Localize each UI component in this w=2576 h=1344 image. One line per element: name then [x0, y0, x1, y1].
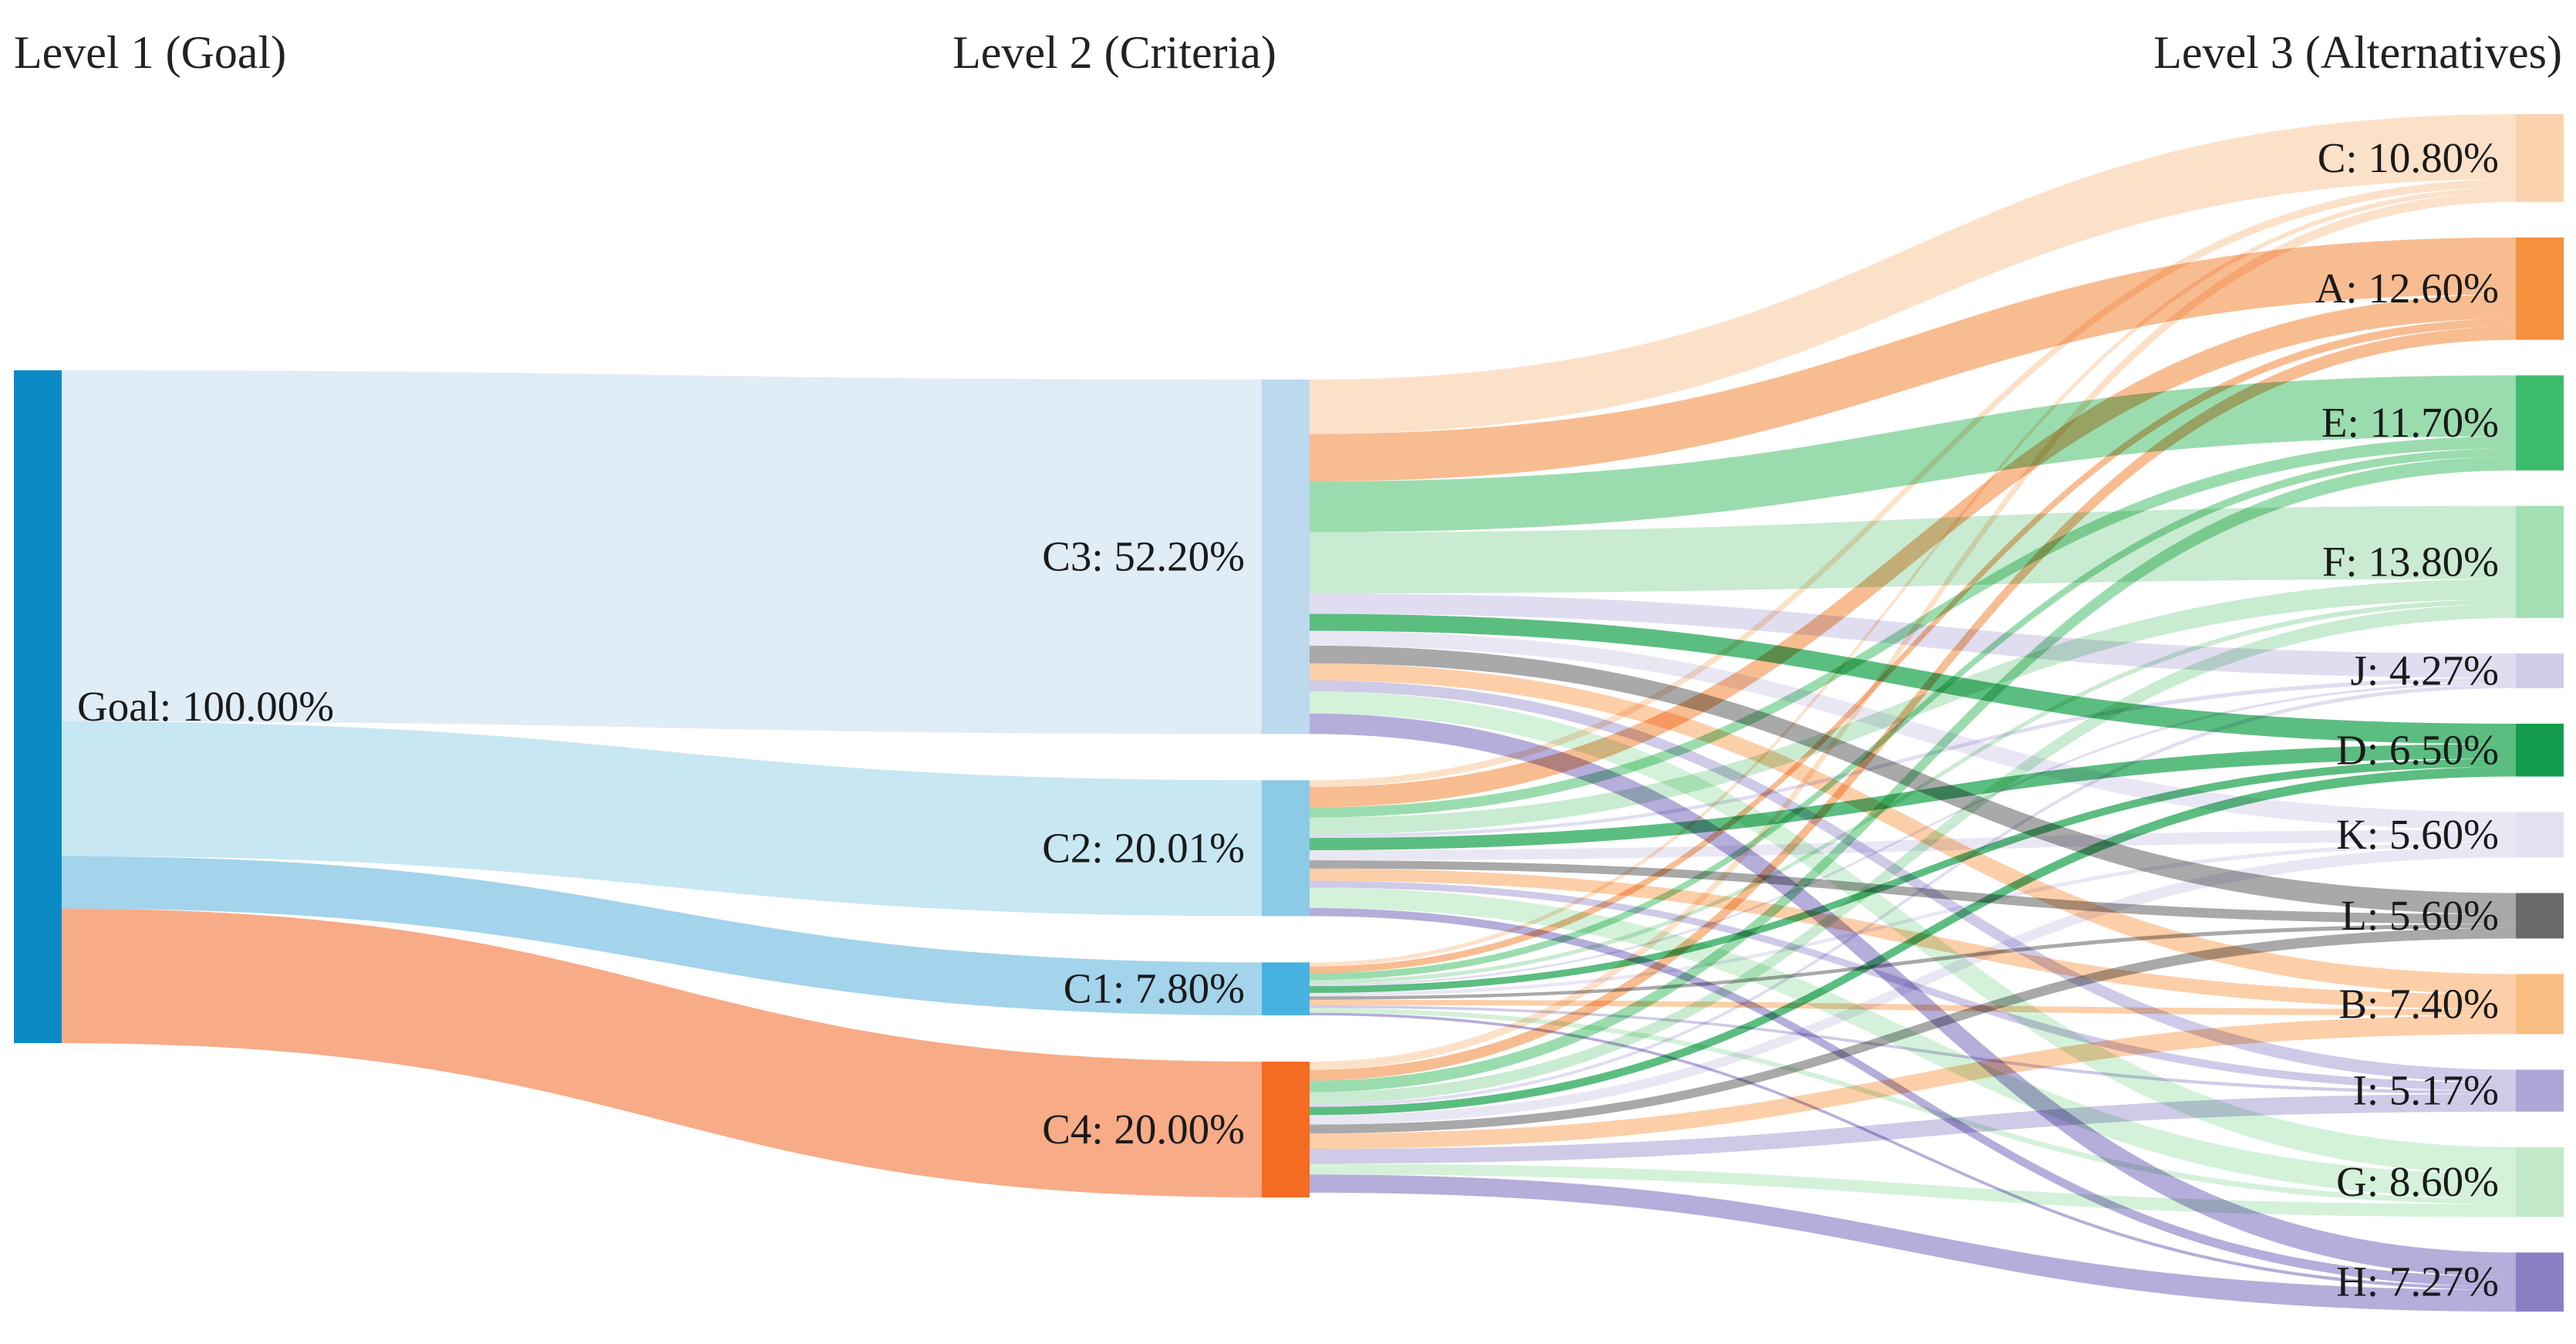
- node-label-C: C: 10.80%: [2318, 134, 2499, 181]
- node-K: [2516, 812, 2564, 858]
- node-D: [2516, 724, 2564, 777]
- link-C2-D: [1310, 744, 2516, 850]
- link-C3-I: [1310, 680, 2516, 1083]
- node-label-C3: C3: 52.20%: [1042, 533, 1245, 580]
- link-C1-D: [1310, 758, 2516, 993]
- node-label-K: K: 5.60%: [2336, 811, 2499, 858]
- link-C4-L: [1310, 927, 2516, 1134]
- link-C2-G: [1310, 887, 2516, 1199]
- link-Goal-C4: [62, 908, 1262, 1197]
- link-C1-F: [1310, 599, 2516, 984]
- sankey-labels: Goal: 100.00% C3: 52.20% C2: 20.01% C1: 7.8…: [77, 134, 2499, 1305]
- node-C3: [1262, 380, 1310, 734]
- link-C2-L: [1310, 860, 2516, 924]
- link-C2-C: [1310, 179, 2516, 788]
- node-F: [2516, 505, 2564, 619]
- link-C1-K: [1310, 842, 2516, 997]
- link-C4-A: [1310, 326, 2516, 1081]
- node-label-G: G: 8.60%: [2336, 1158, 2499, 1205]
- node-C1: [1262, 962, 1310, 1016]
- node-B: [2516, 974, 2564, 1035]
- node-E: [2516, 375, 2564, 471]
- link-C3-H: [1310, 713, 2516, 1278]
- node-label-C2: C2: 20.01%: [1042, 824, 1245, 871]
- node-A: [2516, 237, 2564, 340]
- node-L: [2516, 893, 2564, 939]
- sankey-nodes: [14, 114, 2564, 1312]
- node-label-L: L: 5.60%: [2341, 892, 2499, 939]
- link-C4-G: [1310, 1163, 2516, 1217]
- level-1-title: Level 1 (Goal): [14, 27, 286, 78]
- link-C4-F: [1310, 604, 2516, 1104]
- link-C3-D: [1310, 613, 2516, 745]
- link-C1-B: [1310, 999, 2516, 1016]
- node-G: [2516, 1146, 2564, 1217]
- link-C4-K: [1310, 846, 2516, 1125]
- link-Goal-C3: [62, 370, 1262, 734]
- link-C1-A: [1310, 319, 2516, 974]
- link-C4-C: [1310, 192, 2516, 1070]
- link-C1-L: [1310, 924, 2516, 1000]
- node-label-J: J: 4.27%: [2351, 647, 2500, 694]
- link-C2-H: [1310, 907, 2516, 1287]
- node-I: [2516, 1069, 2564, 1112]
- link-C4-H: [1310, 1174, 2516, 1312]
- node-label-I: I: 5.17%: [2353, 1067, 2499, 1114]
- link-Goal-C1: [62, 856, 1262, 1016]
- node-label-Goal: Goal: 100.00%: [77, 683, 334, 730]
- node-label-C4: C4: 20.00%: [1042, 1106, 1245, 1153]
- node-label-F: F: 13.80%: [2322, 538, 2499, 585]
- link-C1-E: [1310, 448, 2516, 981]
- node-label-D: D: 6.50%: [2336, 726, 2499, 773]
- node-J: [2516, 653, 2564, 689]
- link-C4-E: [1310, 456, 2516, 1092]
- link-C4-I: [1310, 1093, 2516, 1164]
- node-label-B: B: 7.40%: [2338, 980, 2499, 1027]
- node-label-H: H: 7.27%: [2336, 1258, 2499, 1305]
- link-C3-A: [1310, 237, 2516, 481]
- node-Goal: [14, 370, 62, 1043]
- link-C1-I: [1310, 1005, 2516, 1094]
- node-C4: [1262, 1062, 1310, 1197]
- link-C2-K: [1310, 829, 2516, 861]
- link-C2-J: [1310, 677, 2516, 839]
- level-3-title: Level 3 (Alternatives): [2153, 27, 2562, 78]
- link-C2-A: [1310, 294, 2516, 808]
- link-C1-G: [1310, 1008, 2516, 1204]
- link-C1-J: [1310, 681, 2516, 987]
- link-C1-C: [1310, 187, 2516, 967]
- node-label-E: E: 11.70%: [2321, 399, 2499, 446]
- link-C1-H: [1310, 1012, 2516, 1290]
- link-C4-D: [1310, 766, 2516, 1116]
- level-titles: Level 1 (Goal) Level 2 (Criteria) Level …: [14, 27, 2562, 78]
- link-C3-C: [1310, 114, 2516, 434]
- link-Goal-C2: [62, 721, 1262, 917]
- link-C3-K: [1310, 630, 2516, 830]
- node-C2: [1262, 780, 1310, 917]
- node-C: [2516, 114, 2564, 202]
- node-label-A: A: 12.60%: [2315, 265, 2499, 312]
- node-H: [2516, 1252, 2564, 1312]
- link-C3-B: [1310, 663, 2516, 994]
- link-C4-J: [1310, 684, 2516, 1107]
- level-2-title: Level 2 (Criteria): [953, 27, 1276, 78]
- sankey-links: [62, 114, 2516, 1312]
- node-label-C1: C1: 7.80%: [1064, 965, 1245, 1012]
- link-C4-B: [1310, 1015, 2516, 1150]
